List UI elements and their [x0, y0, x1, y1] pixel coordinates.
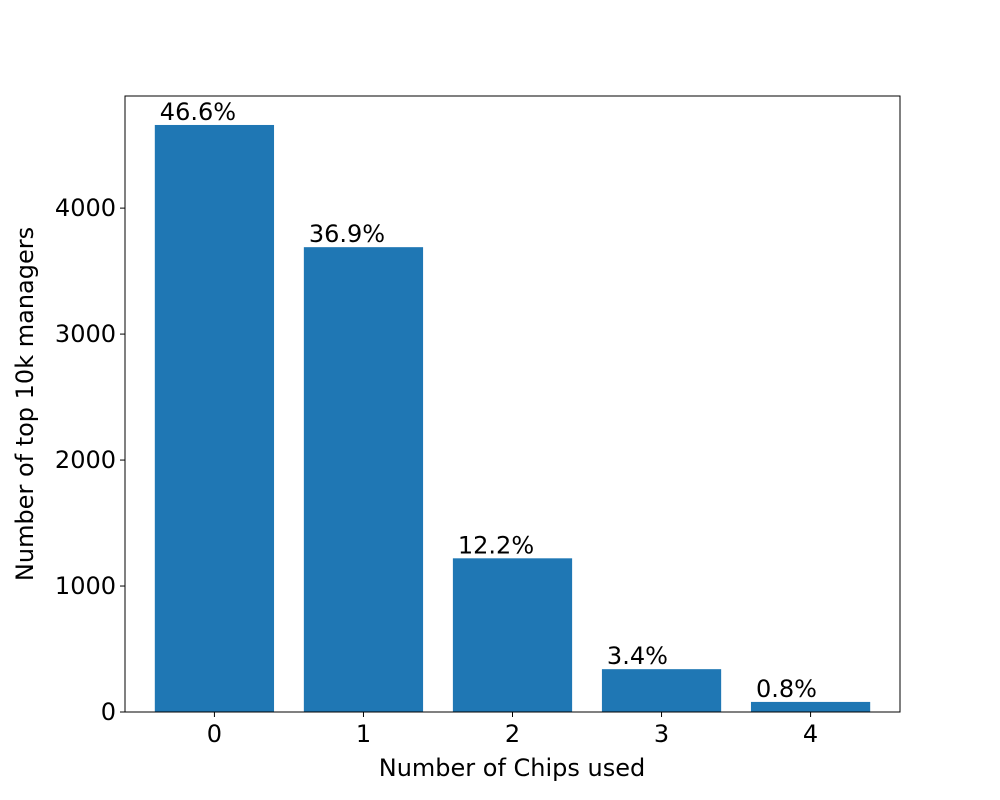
bar-0	[154, 124, 275, 713]
y-tick-label-2000: 2000	[55, 446, 116, 474]
x-tick-label-4: 4	[803, 720, 818, 748]
x-axis-label: Number of Chips used	[379, 754, 646, 782]
data-label-2: 12.2%	[458, 531, 534, 559]
y-axis-ticks: 0 1000 2000 3000 4000	[55, 194, 125, 726]
y-axis-label: Number of top 10k managers	[11, 227, 39, 581]
y-tick-label-0: 0	[101, 698, 116, 726]
y-tick-label-4000: 4000	[55, 194, 116, 222]
bar-3	[601, 669, 722, 712]
data-label-1: 36.9%	[309, 220, 385, 248]
x-tick-label-1: 1	[356, 720, 371, 748]
x-tick-label-2: 2	[505, 720, 520, 748]
x-tick-label-3: 3	[654, 720, 669, 748]
x-axis-ticks: 0 1 2 3 4	[207, 712, 818, 748]
data-label-0: 46.6%	[160, 98, 236, 126]
data-labels-group: 46.6% 36.9% 12.2% 3.4% 0.8%	[160, 98, 817, 703]
data-label-3: 3.4%	[607, 642, 668, 670]
bar-2	[452, 558, 573, 712]
data-label-4: 0.8%	[756, 675, 817, 703]
x-tick-label-0: 0	[207, 720, 222, 748]
bars-group	[154, 124, 871, 713]
y-tick-label-1000: 1000	[55, 572, 116, 600]
bar-1	[303, 247, 424, 712]
y-tick-label-3000: 3000	[55, 320, 116, 348]
bar-4	[750, 701, 871, 712]
